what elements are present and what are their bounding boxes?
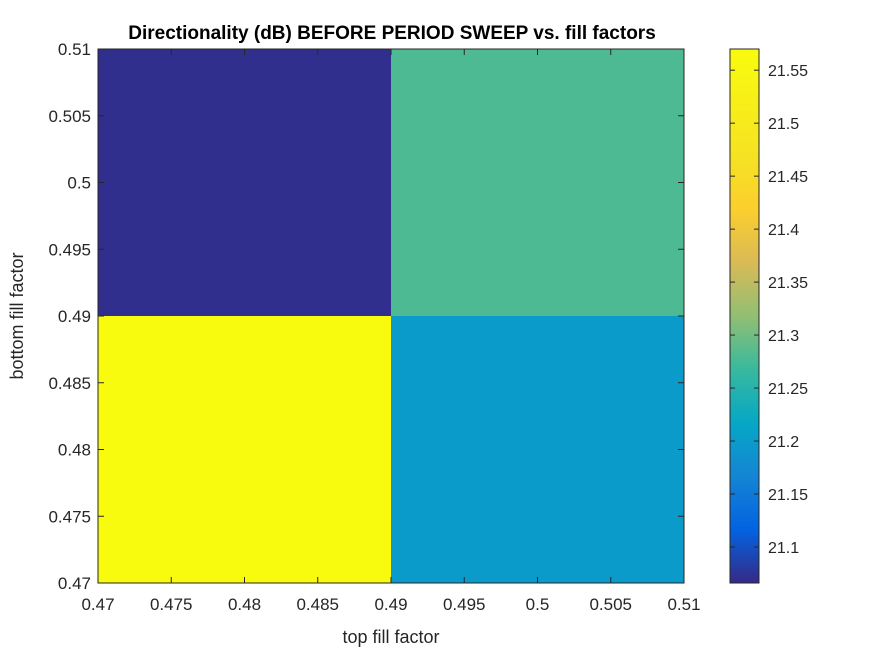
colorbar-tick-label: 21.4: [768, 222, 799, 239]
x-tick-label: 0.485: [296, 595, 339, 614]
x-tick-label: 0.47: [81, 595, 114, 614]
y-tick-label: 0.505: [48, 107, 91, 126]
heatmap-cell: [98, 49, 391, 316]
y-tick-label: 0.485: [48, 374, 91, 393]
colorbar: [729, 48, 760, 584]
x-tick-label: 0.48: [228, 595, 261, 614]
colorbar-tick-label: 21.55: [768, 63, 808, 80]
x-axis-label: top fill factor: [342, 627, 439, 647]
heatmap-cell: [391, 49, 684, 316]
heatmap-cell: [98, 316, 391, 583]
colorbar-tick-label: 21.15: [768, 487, 808, 504]
x-tick-label: 0.5: [526, 595, 550, 614]
colorbar-tick-label: 21.35: [768, 275, 808, 292]
y-tick-label: 0.5: [67, 174, 91, 193]
y-tick-label: 0.48: [58, 441, 91, 460]
x-tick-label: 0.505: [589, 595, 632, 614]
y-tick-label: 0.495: [48, 240, 91, 259]
y-axis-label: bottom fill factor: [7, 252, 27, 379]
colorbar-tick-label: 21.2: [768, 434, 799, 451]
x-tick-label: 0.495: [443, 595, 486, 614]
colorbar-tick-label: 21.5: [768, 116, 799, 133]
colorbar-tick-label: 21.25: [768, 381, 808, 398]
x-axis: 0.47 0.475 0.48 0.485 0.49 0.495 0.5 0.505 0.51: [81, 49, 701, 614]
x-tick-label: 0.475: [150, 595, 193, 614]
colorbar-tick-label: 21.45: [768, 169, 808, 186]
y-tick-label: 0.51: [58, 40, 91, 59]
y-axis: 0.47 0.475 0.48 0.485 0.49 0.495 0.5 0.505 0.51: [48, 40, 684, 593]
x-tick-label: 0.51: [667, 595, 700, 614]
y-tick-label: 0.47: [58, 574, 91, 593]
y-tick-label: 0.49: [58, 307, 91, 326]
x-tick-label: 0.49: [374, 595, 407, 614]
chart-title: Directionality (dB) BEFORE PERIOD SWEEP …: [128, 23, 656, 44]
y-tick-label: 0.475: [48, 507, 91, 526]
colorbar-axis: 21.1 21.15 21.2 21.25 21.3 21.35 21.4 21.45 21.5…: [730, 63, 808, 557]
colorbar-tick-label: 21.1: [768, 540, 799, 557]
colorbar-tick-label: 21.3: [768, 328, 799, 345]
heatmap-cells: [98, 49, 684, 583]
heatmap-cell: [391, 316, 684, 583]
